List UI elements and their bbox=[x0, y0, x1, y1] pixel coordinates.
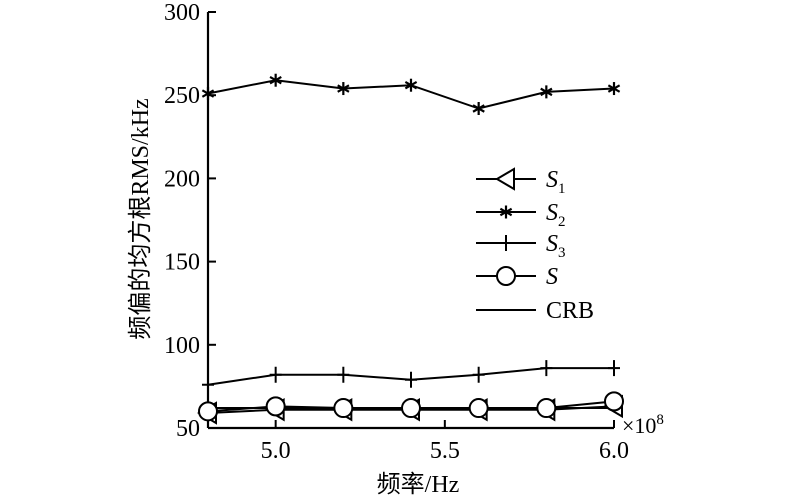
data-point bbox=[265, 396, 286, 417]
series-layer bbox=[197, 73, 624, 425]
y-axis-label: 频偏的均方根RMS/kHz bbox=[127, 98, 154, 339]
data-point bbox=[607, 82, 621, 96]
data-point bbox=[269, 366, 282, 383]
x-axis-multiplier: ×108 bbox=[622, 412, 664, 438]
legend-label: S2 bbox=[546, 200, 566, 230]
legend-label: S3 bbox=[546, 231, 566, 261]
legend-item: CRB bbox=[476, 298, 594, 324]
y-tick-label: 150 bbox=[164, 250, 200, 276]
x-axis-multiplier-base: ×10 bbox=[622, 413, 656, 438]
y-tick-label: 300 bbox=[164, 0, 200, 26]
series-3 bbox=[202, 360, 620, 393]
axis-labels: 频率/Hz 频偏的均方根RMS/kHz ×108 bbox=[127, 98, 664, 498]
x-tick-label: 5.0 bbox=[261, 438, 291, 464]
data-point bbox=[536, 398, 557, 419]
data-point bbox=[604, 391, 624, 412]
data-point bbox=[472, 366, 485, 383]
y-tick-label: 200 bbox=[164, 166, 200, 192]
legend-item: S3 bbox=[476, 231, 566, 261]
legend-swatch-marker bbox=[499, 205, 513, 219]
data-point bbox=[540, 360, 553, 377]
axes: 50 100 150 200 250 300 5.0 5.5 6.0 bbox=[164, 0, 629, 464]
legend-item: S2 bbox=[476, 200, 566, 230]
y-tick-label: 50 bbox=[176, 416, 200, 442]
data-point bbox=[540, 85, 553, 99]
data-point bbox=[198, 401, 218, 422]
data-point bbox=[201, 87, 215, 101]
y-tick-label: 100 bbox=[164, 333, 200, 359]
y-tick-label: 250 bbox=[164, 83, 200, 109]
series-4 bbox=[198, 391, 624, 422]
data-point bbox=[202, 376, 214, 393]
x-axis-label: 频率/Hz bbox=[377, 471, 460, 498]
data-point bbox=[401, 398, 421, 419]
legend-item: S bbox=[476, 264, 558, 290]
legend-label: S1 bbox=[546, 167, 566, 197]
data-point bbox=[405, 371, 417, 388]
x-axis-multiplier-exponent: 8 bbox=[656, 412, 664, 428]
data-point bbox=[333, 398, 354, 419]
legend-item: S1 bbox=[476, 167, 566, 197]
data-point bbox=[269, 73, 282, 87]
legend-swatch-marker bbox=[500, 235, 512, 251]
x-tick-label: 5.5 bbox=[430, 438, 460, 464]
series-2 bbox=[201, 73, 621, 116]
legend-label: S bbox=[546, 264, 558, 290]
data-point bbox=[337, 82, 350, 96]
legend-label: CRB bbox=[546, 298, 594, 324]
data-point bbox=[468, 398, 489, 419]
data-point bbox=[472, 102, 485, 116]
x-tick-label: 6.0 bbox=[599, 438, 629, 464]
data-point bbox=[608, 360, 620, 377]
legend-swatch-marker bbox=[496, 266, 516, 286]
legend-swatch-marker bbox=[495, 167, 515, 191]
data-point bbox=[404, 78, 418, 92]
data-point bbox=[337, 366, 350, 383]
